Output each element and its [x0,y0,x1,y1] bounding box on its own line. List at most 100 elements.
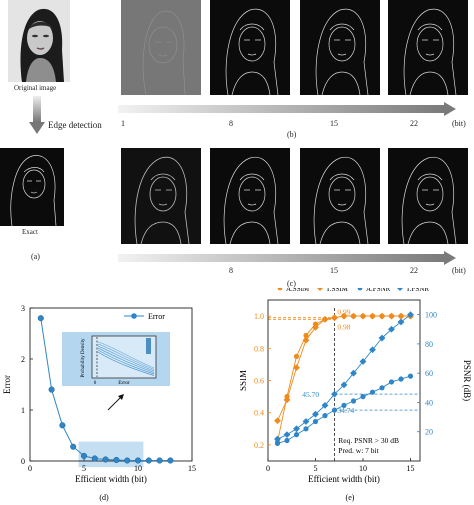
legend-marker [397,288,403,291]
annotation-pred: Pred. w: 7 bit [338,446,379,455]
error-point [124,457,131,464]
series-point [397,318,405,326]
series-point [283,396,291,404]
x-tick-label: 0 [28,464,32,473]
series-point [360,394,366,400]
error-point [48,386,55,393]
error-point [80,452,88,459]
series-line [277,314,411,440]
annotation-098: 0.98 [337,322,350,331]
series-point [293,353,300,359]
series-point [331,407,338,413]
x-axis-label: Efficient width (bit) [308,474,380,484]
inset-x0-label: 0 [94,381,97,386]
series-point [321,401,329,409]
series-point [303,332,309,339]
series-point [378,334,386,342]
zoom-arrowhead [118,394,124,400]
series-point [312,418,319,425]
error-point [145,457,152,464]
y-right-tick-label: 60 [425,369,433,378]
series-point [378,312,386,320]
inset-density-curve [97,345,155,372]
series-point [350,369,357,377]
down-arrow-icon [29,96,45,139]
inset-ylabel: Probability Density [81,338,86,378]
annotation-4570: 45.70 [302,390,319,399]
annotation-3474: 34.74 [337,406,354,415]
x-tick-label: 10 [134,464,142,473]
panel-label-e: (e) [346,493,355,502]
row-c-unit: (bit) [452,266,466,275]
series-point [340,381,348,389]
y-left-tick-label: 0.2 [254,441,264,450]
error-point [156,457,163,464]
y-left-axis-label: SSIM [240,370,248,391]
exact-caption: Exact [22,228,38,236]
row-b-tick-8: 8 [229,119,233,128]
series-point [274,435,281,443]
error-point [70,443,77,450]
inset-density-curve [97,341,155,369]
legend-label: T.PSNR [406,288,429,293]
legend-label: T.SSIM [326,288,349,293]
series-point [302,418,310,425]
panel-label-d: (d) [99,493,109,502]
legend-marker [277,288,283,291]
legend-marker [357,288,363,291]
error-point [102,456,109,463]
row-b-tick-15: 15 [330,119,338,128]
plot-frame [29,307,193,462]
legend-marker [317,288,323,291]
inset-density-curve [97,347,155,373]
series-point [369,346,376,354]
label-a: (a) [31,252,40,261]
exact-image [0,148,64,226]
row-b-image-2 [210,0,290,95]
row-b-tick-22: 22 [410,119,418,128]
y-axis-label: Error [2,375,12,394]
inset-xlabel: Error [118,380,130,386]
series-point [322,413,328,419]
y-right-tick-label: 20 [425,428,433,437]
row-b-image-4 [388,0,468,95]
x-tick-label: 10 [359,464,367,473]
inset-density-curve [97,351,155,376]
row-c-image-3 [300,148,380,244]
series-point [388,325,395,333]
y-left-tick-label: 0.6 [254,377,264,386]
y-tick-label: 0 [21,457,25,466]
label-b: (b) [287,130,297,139]
y-left-tick-label: 0.8 [254,344,264,353]
series-point [274,417,281,425]
annotation-099: 0.99 [337,308,350,317]
x-tick-label: 5 [314,464,318,473]
error-point [167,457,174,464]
series-point [283,431,291,439]
series-point [398,376,404,382]
zoom-region [78,441,144,468]
series-point [302,336,310,344]
series-point [350,312,357,320]
row-c-tick-15: 15 [330,266,338,275]
row-b-unit: (bit) [452,119,466,128]
error-point [91,455,98,462]
row-c-image-4 [388,148,468,244]
series-point [293,432,300,438]
error-point [37,315,44,322]
y-tick-label: 1 [21,406,25,415]
series-line [277,315,411,442]
error-point [59,422,66,429]
inset-colorbar [146,338,151,354]
quality-chart: 0 5 10 15 0.2 0.4 0.6 0.8 1.0 20 40 60 80 100 Efficien… [240,288,472,502]
x-tick-label: 15 [407,464,415,473]
series-point [284,437,290,444]
original-image [8,0,70,82]
y-right-axis-label: PSNR (dB) [462,360,472,401]
zoom-arrow [107,395,123,411]
row-c-arrow [118,251,456,270]
row-b-image-1 [121,0,201,95]
series-point [407,373,414,379]
label-c: (c) [287,279,296,288]
